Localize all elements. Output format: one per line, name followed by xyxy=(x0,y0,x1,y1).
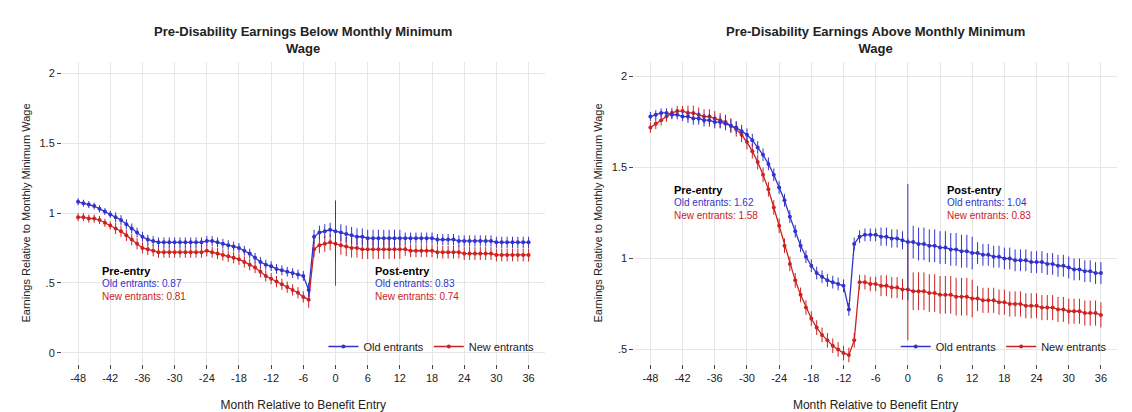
svg-text:New entrants: 1.58: New entrants: 1.58 xyxy=(674,210,758,221)
svg-text:-18: -18 xyxy=(803,372,819,384)
svg-text:-12: -12 xyxy=(836,372,852,384)
svg-text:12: 12 xyxy=(394,372,406,384)
svg-text:Old entrants: 0.87: Old entrants: 0.87 xyxy=(102,278,182,289)
svg-text:2: 2 xyxy=(621,70,627,82)
svg-text:12: 12 xyxy=(966,372,978,384)
svg-text:-48: -48 xyxy=(642,372,658,384)
svg-text:1: 1 xyxy=(49,207,55,219)
svg-text:1.5: 1.5 xyxy=(40,137,55,149)
svg-text:Pre-entry: Pre-entry xyxy=(102,265,151,277)
svg-text:0: 0 xyxy=(905,372,911,384)
svg-text:Pre-entry: Pre-entry xyxy=(674,184,723,196)
svg-text:0: 0 xyxy=(332,372,338,384)
svg-text:.5: .5 xyxy=(46,277,55,289)
svg-text:Month Relative to Benefit Entr: Month Relative to Benefit Entry xyxy=(793,398,958,412)
svg-text:Pre-Disability Earnings Below: Pre-Disability Earnings Below Monthly Mi… xyxy=(154,24,452,56)
svg-text:-30: -30 xyxy=(167,372,183,384)
svg-text:Post-entry: Post-entry xyxy=(947,184,1002,196)
svg-text:Month Relative to Benefit Entr: Month Relative to Benefit Entry xyxy=(221,398,386,412)
svg-text:Earnings Relative to Monthly M: Earnings Relative to Monthly Minimum Wag… xyxy=(592,103,604,322)
svg-text:Post-entry: Post-entry xyxy=(375,265,430,277)
svg-text:-24: -24 xyxy=(771,372,787,384)
svg-text:36: 36 xyxy=(522,372,534,384)
svg-text:-6: -6 xyxy=(871,372,881,384)
svg-text:-36: -36 xyxy=(134,372,150,384)
svg-text:30: 30 xyxy=(490,372,502,384)
svg-text:-18: -18 xyxy=(231,372,247,384)
svg-text:-42: -42 xyxy=(675,372,691,384)
svg-text:1: 1 xyxy=(621,252,627,264)
svg-text:.5: .5 xyxy=(618,343,627,355)
svg-text:-36: -36 xyxy=(707,372,723,384)
svg-text:-30: -30 xyxy=(739,372,755,384)
svg-text:18: 18 xyxy=(426,372,438,384)
svg-text:36: 36 xyxy=(1095,372,1107,384)
svg-text:-48: -48 xyxy=(70,372,86,384)
svg-text:Pre-Disability Earnings Above: Pre-Disability Earnings Above Monthly Mi… xyxy=(726,24,1025,56)
svg-text:Old entrants: 1.62: Old entrants: 1.62 xyxy=(674,197,754,208)
svg-text:-6: -6 xyxy=(298,372,308,384)
svg-text:New entrants: 0.81: New entrants: 0.81 xyxy=(102,291,186,302)
svg-text:24: 24 xyxy=(458,372,470,384)
svg-text:Old entrants: Old entrants xyxy=(936,341,996,353)
svg-text:2: 2 xyxy=(49,67,55,79)
svg-text:Old entrants: 1.04: Old entrants: 1.04 xyxy=(947,197,1027,208)
svg-text:1.5: 1.5 xyxy=(612,161,627,173)
svg-text:Old entrants: Old entrants xyxy=(363,341,423,353)
svg-text:-12: -12 xyxy=(263,372,279,384)
svg-text:0: 0 xyxy=(49,347,55,359)
svg-text:-24: -24 xyxy=(199,372,215,384)
svg-text:Old entrants: 0.83: Old entrants: 0.83 xyxy=(375,278,455,289)
svg-text:New entrants: New entrants xyxy=(469,341,534,353)
svg-text:24: 24 xyxy=(1030,372,1042,384)
svg-text:18: 18 xyxy=(998,372,1010,384)
svg-text:New entrants: 0.74: New entrants: 0.74 xyxy=(375,291,459,302)
svg-text:New entrants: New entrants xyxy=(1041,341,1106,353)
svg-text:6: 6 xyxy=(937,372,943,384)
svg-text:Earnings Relative to Monthly M: Earnings Relative to Monthly Minimum Wag… xyxy=(20,103,32,322)
svg-text:30: 30 xyxy=(1063,372,1075,384)
svg-text:-42: -42 xyxy=(102,372,118,384)
svg-text:6: 6 xyxy=(365,372,371,384)
svg-text:New entrants: 0.83: New entrants: 0.83 xyxy=(947,210,1031,221)
